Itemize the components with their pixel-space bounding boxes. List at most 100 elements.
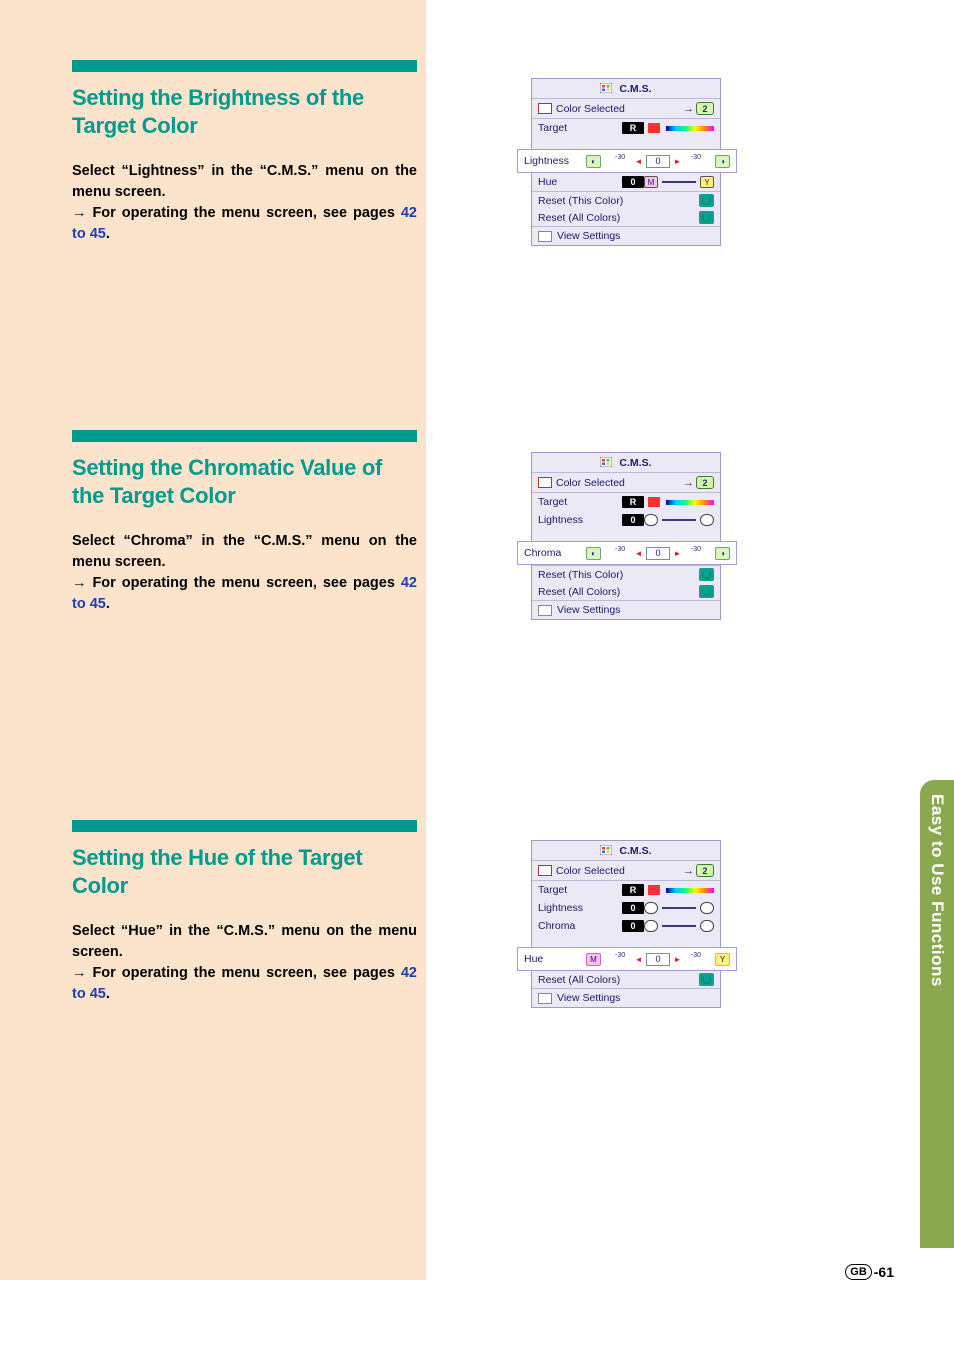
reset-icon [699, 585, 714, 598]
target-label: Target [538, 884, 622, 896]
osd-panel-hue: C.M.S. Color Selected →2 Target R Lightn… [516, 840, 736, 1008]
view-label: View Settings [557, 992, 620, 1004]
section-bar [72, 60, 417, 72]
hl-label: Lightness [524, 155, 582, 167]
hl-label: Hue [524, 953, 582, 965]
hue-row[interactable]: Hue 0 M Y [532, 173, 720, 191]
osd-panel-chroma: C.M.S. Color Selected →2 Target R Lightn… [516, 452, 736, 620]
left-end-icon [644, 920, 658, 932]
body-lead: Select “Hue” in the “C.M.S.” menu on the… [72, 923, 417, 960]
color-selected-row[interactable]: Color Selected →2 [532, 473, 720, 492]
reset-all-row[interactable]: Reset (All Colors) [532, 583, 720, 600]
section-title: Setting the Hue of the Target Color [72, 844, 417, 899]
hl-left-icon: M [586, 953, 601, 966]
hl-left-icon: ◐ [586, 155, 601, 168]
scale-max: -30 [691, 952, 701, 959]
highlighted-row-lightness[interactable]: Lightness ◐ -30 ◄ 0 ► -30 ◑ [517, 149, 737, 173]
reset-this-label: Reset (This Color) [538, 569, 623, 581]
osd-menu: C.M.S. Color Selected →2 Target R Lightn… [531, 840, 721, 1008]
view-settings-row[interactable]: View Settings [532, 601, 720, 619]
color-selected-label: Color Selected [556, 103, 625, 115]
hl-center: 0 [646, 547, 669, 560]
target-row[interactable]: Target R [532, 493, 720, 511]
arrow-icon: → [72, 205, 92, 221]
body-follow: For operating the menu screen, see pages [92, 965, 394, 981]
slider-track[interactable] [662, 925, 696, 927]
chroma-row[interactable]: Chroma 0 [532, 917, 720, 935]
scale-min: -30 [615, 952, 625, 959]
body-follow: For operating the menu screen, see pages [92, 575, 394, 591]
highlighted-row-chroma[interactable]: Chroma ◐ -30 ◄ 0 ► -30 ◑ [517, 541, 737, 565]
gradient-bar [666, 888, 714, 893]
section-body: Select “Lightness” in the “C.M.S.” menu … [72, 161, 417, 245]
slider-track[interactable] [662, 181, 696, 183]
reset-this-row[interactable]: Reset (This Color) [532, 566, 720, 583]
row-value: 0 [622, 176, 644, 188]
osd-title: C.M.S. [619, 845, 651, 857]
hl-right-icon: ◑ [715, 155, 730, 168]
target-swatch [648, 123, 660, 133]
body-tail: . [106, 986, 110, 1002]
osd-title: C.M.S. [619, 457, 651, 469]
reset-icon [699, 194, 714, 207]
page-number: GB -61 [845, 1264, 894, 1280]
arrow-icon: → [72, 575, 92, 591]
right-end-icon: Y [700, 176, 714, 188]
hl-slider[interactable]: -30 ◄ 0 ► -30 [601, 547, 715, 560]
target-label: Target [538, 122, 622, 134]
tri-right-icon: ► [674, 549, 682, 558]
reset-this-row[interactable]: Reset (This Color) [532, 192, 720, 209]
target-value: R [622, 122, 644, 134]
hl-slider[interactable]: -30 ◄ 0 ► -30 [601, 953, 715, 966]
page-content: Setting the Brightness of the Target Col… [0, 0, 954, 1346]
body-lead: Select “Chroma” in the “C.M.S.” menu on … [72, 533, 417, 570]
gradient-bar [666, 126, 714, 131]
target-value: R [622, 496, 644, 508]
tri-left-icon: ◄ [635, 549, 643, 558]
scale-max: -30 [691, 154, 701, 161]
arrow-right-icon: → [683, 477, 694, 489]
color-selected-row[interactable]: Color Selected →2 [532, 861, 720, 880]
right-end-icon [700, 514, 714, 526]
hl-center: 0 [646, 155, 669, 168]
cms-icon [600, 83, 612, 93]
side-tab: Easy to Use Functions [920, 780, 954, 1248]
section-body: Select “Hue” in the “C.M.S.” menu on the… [72, 921, 417, 1005]
left-end-icon [644, 902, 658, 914]
section-body: Select “Chroma” in the “C.M.S.” menu on … [72, 531, 417, 615]
row-value: 0 [622, 920, 644, 932]
lightness-row[interactable]: Lightness 0 [532, 511, 720, 529]
target-row[interactable]: Target R [532, 881, 720, 899]
hl-left-icon: ◐ [586, 547, 601, 560]
lightness-row[interactable]: Lightness 0 [532, 899, 720, 917]
hl-right-icon: ◑ [715, 547, 730, 560]
color-selected-row[interactable]: Color Selected →2 [532, 99, 720, 118]
osd-panel-brightness: C.M.S. Color Selected →2 Target R Chroma… [516, 78, 736, 246]
chroma-label: Chroma [538, 920, 622, 932]
slider-track[interactable] [662, 519, 696, 521]
target-value: R [622, 884, 644, 896]
view-settings-row[interactable]: View Settings [532, 227, 720, 245]
left-end-icon: M [644, 176, 658, 188]
osd-menu: C.M.S. Color Selected →2 Target R Lightn… [531, 452, 721, 620]
slider-track[interactable] [662, 907, 696, 909]
highlighted-row-hue[interactable]: Hue M -30 ◄ 0 ► -30 Y [517, 947, 737, 971]
section-bar [72, 430, 417, 442]
reset-all-row[interactable]: Reset (All Colors) [532, 971, 720, 988]
reset-icon [699, 973, 714, 986]
gradient-bar [666, 500, 714, 505]
osd-menu: C.M.S. Color Selected →2 Target R Chroma… [531, 78, 721, 246]
reset-all-row[interactable]: Reset (All Colors) [532, 209, 720, 226]
tri-left-icon: ◄ [635, 955, 643, 964]
view-settings-row[interactable]: View Settings [532, 989, 720, 1007]
target-row[interactable]: Target R [532, 119, 720, 137]
select-icon [538, 477, 552, 488]
select-icon [538, 103, 552, 114]
body-tail: . [106, 226, 110, 242]
osd-header: C.M.S. [532, 79, 720, 98]
section-bar [72, 820, 417, 832]
hl-slider[interactable]: -30 ◄ 0 ► -30 [601, 155, 715, 168]
hl-right-icon: Y [715, 953, 730, 966]
reset-all-label: Reset (All Colors) [538, 974, 620, 986]
target-swatch [648, 497, 660, 507]
